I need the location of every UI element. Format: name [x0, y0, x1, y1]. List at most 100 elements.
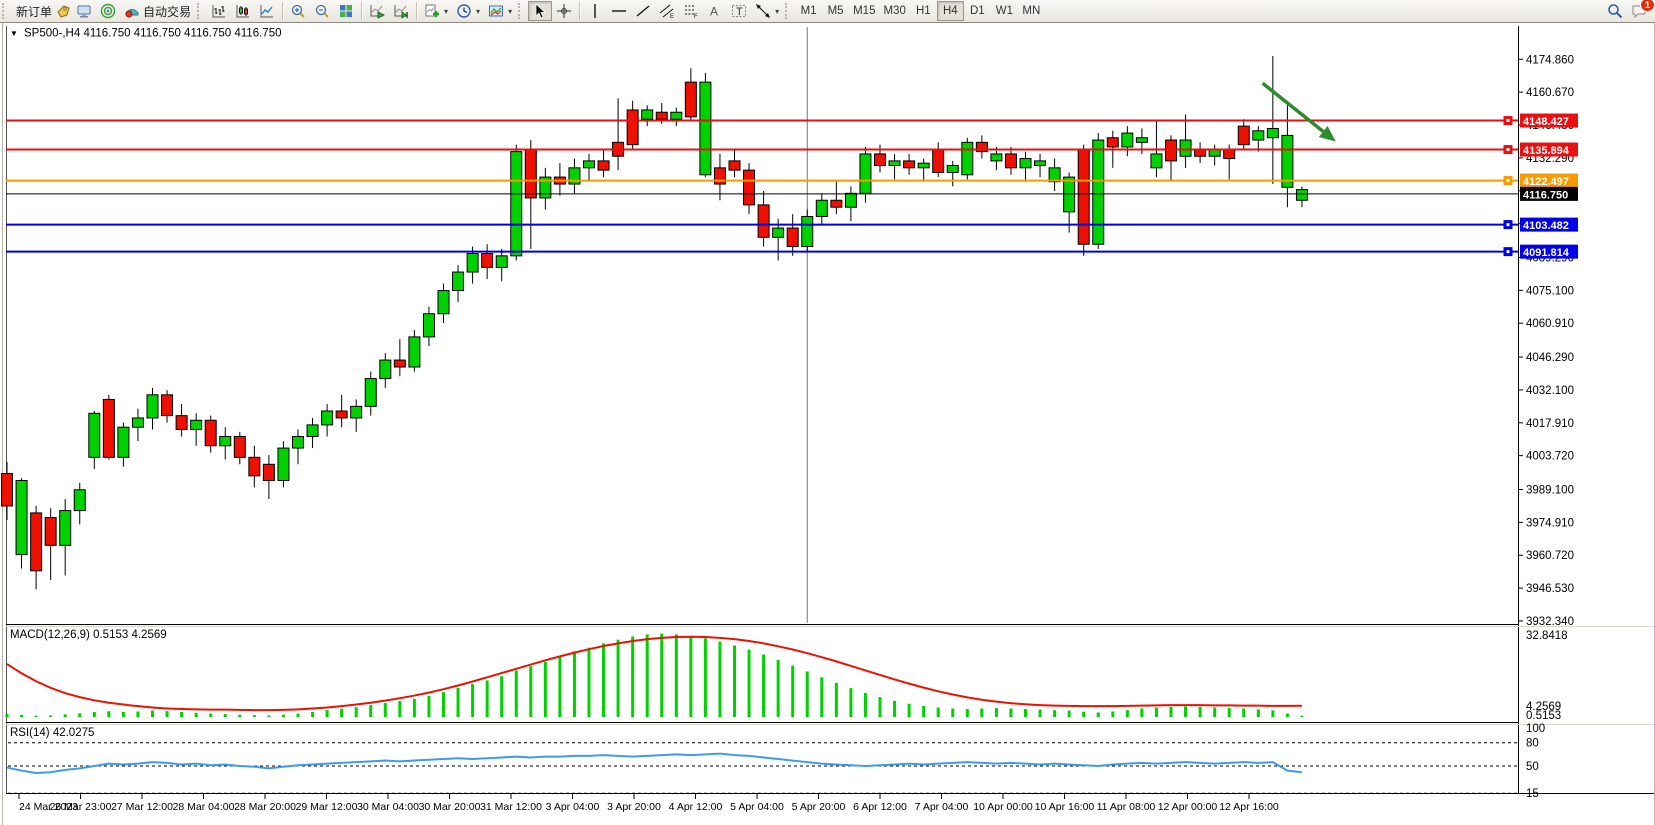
market-watch-button[interactable]	[72, 1, 96, 21]
new-chart-button[interactable]: ▾	[420, 1, 452, 21]
notifications-button[interactable]: 1	[1627, 0, 1655, 21]
signals-button[interactable]	[96, 1, 120, 21]
time-axis-label: 28 Mar 04:00	[173, 801, 235, 813]
horizontal-line-tool-button[interactable]	[607, 1, 631, 21]
tile-windows-button[interactable]	[334, 1, 358, 21]
toolbar-grip[interactable]	[785, 3, 793, 19]
svg-text:SP500-,H4 4116.750 4116.750 4: SP500-,H4 4116.750 4116.750 4116.750 411…	[24, 28, 281, 40]
timeframe-button-M1[interactable]: M1	[795, 1, 822, 21]
strategy-step-button[interactable]	[389, 1, 413, 21]
strategy-test-play-button[interactable]	[365, 1, 389, 21]
svg-text:4135.894: 4135.894	[1523, 145, 1570, 157]
time-axis-label: 11 Apr 08:00	[1097, 801, 1156, 813]
macd-histogram-bar	[1111, 711, 1115, 717]
trendline-tool-button[interactable]	[631, 1, 655, 21]
new-order-button[interactable]: 新订单	[12, 1, 56, 21]
svg-text:3946.530: 3946.530	[1526, 583, 1574, 595]
candle-body-down	[393, 359, 406, 368]
candle-body-up	[1135, 137, 1148, 143]
hline-4103.482[interactable]: 4103.482	[6, 217, 1578, 233]
macd-panel: MACD(12,26,9) 0.5153 4.2569 32.8418 4.2569…	[5, 629, 1568, 722]
svg-text:A: A	[710, 5, 718, 19]
macd-histogram-bar	[1198, 706, 1202, 717]
hline-4135.894[interactable]: 4135.894	[6, 142, 1578, 158]
autotrade-button[interactable]: 自动交易	[120, 1, 195, 21]
crosshair-tool-button[interactable]	[552, 1, 576, 21]
zoom-in-button[interactable]	[286, 1, 310, 21]
text-tool-button[interactable]: A	[703, 1, 727, 21]
macd-histogram-bar	[558, 656, 562, 717]
vertical-line-tool-button[interactable]	[583, 1, 607, 21]
search-icon	[1607, 3, 1623, 19]
macd-histogram-bar	[1125, 710, 1129, 717]
candle-body-up	[190, 419, 203, 431]
time-axis-label: 24 Mar 2023	[19, 801, 78, 813]
timeframe-button-H4[interactable]: H4	[936, 1, 964, 21]
candle-body-down	[757, 204, 770, 238]
autotrade-icon	[124, 3, 140, 19]
macd-histogram-bar	[442, 692, 445, 717]
hline-4091.814[interactable]: 4091.814	[6, 244, 1578, 259]
annotation-arrow[interactable]	[1261, 81, 1336, 142]
candle-body-up	[437, 290, 450, 315]
candlestick-chart-button[interactable]	[231, 1, 255, 21]
price-tag-icon[interactable]	[56, 3, 72, 19]
macd-histogram-bar	[645, 634, 649, 717]
timeframe-button-M15[interactable]: M15	[849, 1, 879, 21]
svg-text:4091.814: 4091.814	[1523, 247, 1570, 259]
macd-histogram-bar	[456, 687, 460, 717]
hline-4116.750[interactable]: 4116.750	[6, 186, 1578, 202]
toolbar-grip[interactable]	[197, 3, 205, 19]
fibonacci-tool-button[interactable]: F	[679, 1, 703, 21]
candle-body-up	[539, 176, 552, 199]
candle-body-up	[510, 151, 523, 257]
timeframe-button-M5[interactable]: M5	[822, 1, 849, 21]
toolbar-grip[interactable]	[2, 3, 10, 19]
macd-histogram-bar	[776, 659, 780, 717]
hline-4148.427[interactable]: 4148.427	[6, 113, 1578, 129]
time-axis-label: 4 Apr 12:00	[669, 801, 723, 813]
zoom-out-button[interactable]	[310, 1, 334, 21]
macd-histogram-bar	[121, 711, 125, 717]
macd-histogram-bar	[980, 708, 984, 717]
macd-histogram-bar	[878, 697, 882, 717]
timeframe-button-D1[interactable]: D1	[964, 1, 991, 21]
cursor-tool-button[interactable]	[528, 1, 553, 21]
candle-body-down	[713, 167, 726, 185]
timeframe-button-M30[interactable]: M30	[879, 1, 909, 21]
svg-text:4075.100: 4075.100	[1526, 285, 1574, 297]
new-chart-icon	[424, 3, 440, 19]
candlestick-chart-icon	[235, 3, 251, 19]
bar-chart-button[interactable]	[207, 1, 231, 21]
macd-histogram-bar	[1169, 706, 1173, 717]
text-label-tool-button[interactable]: T	[727, 1, 751, 21]
toolbar-grip[interactable]	[518, 3, 526, 19]
arrows-tool-button[interactable]: ▾	[751, 1, 783, 21]
macd-histogram-bar	[602, 643, 606, 717]
search-button[interactable]	[1603, 1, 1627, 21]
candle-body-up	[292, 435, 304, 449]
candle-body-up	[568, 167, 581, 185]
price-axis[interactable]: 4174.8604160.6704146.4804132.2904118.100…	[1518, 54, 1574, 628]
timeframe-button-MN[interactable]: MN	[1018, 1, 1045, 21]
cursor-icon	[532, 3, 548, 19]
templates-button[interactable]: ▾	[484, 1, 516, 21]
dropdown-caret-icon: ▾	[476, 6, 481, 16]
equidistant-channel-tool-button[interactable]: E	[655, 1, 679, 21]
timeframe-button-H1[interactable]: H1	[910, 1, 937, 21]
candle-body-down	[524, 148, 537, 199]
macd-histogram-bar	[1038, 709, 1042, 717]
text-label-icon: T	[731, 3, 747, 19]
candle-body-up	[364, 378, 377, 407]
line-chart-button[interactable]	[255, 1, 279, 21]
candle-body-up	[641, 109, 654, 120]
candle-body-down	[1237, 125, 1250, 146]
chart-step-icon	[393, 3, 409, 19]
candle-body-up	[495, 255, 508, 268]
chart-canvas[interactable]: 4174.8604160.6704146.4804132.2904118.100…	[0, 23, 1655, 825]
candle-body-up	[1150, 153, 1163, 169]
hline-4122.497[interactable]: 4122.497	[6, 173, 1578, 189]
timeframe-button-W1[interactable]: W1	[991, 1, 1018, 21]
periods-button[interactable]: ▾	[452, 1, 484, 21]
